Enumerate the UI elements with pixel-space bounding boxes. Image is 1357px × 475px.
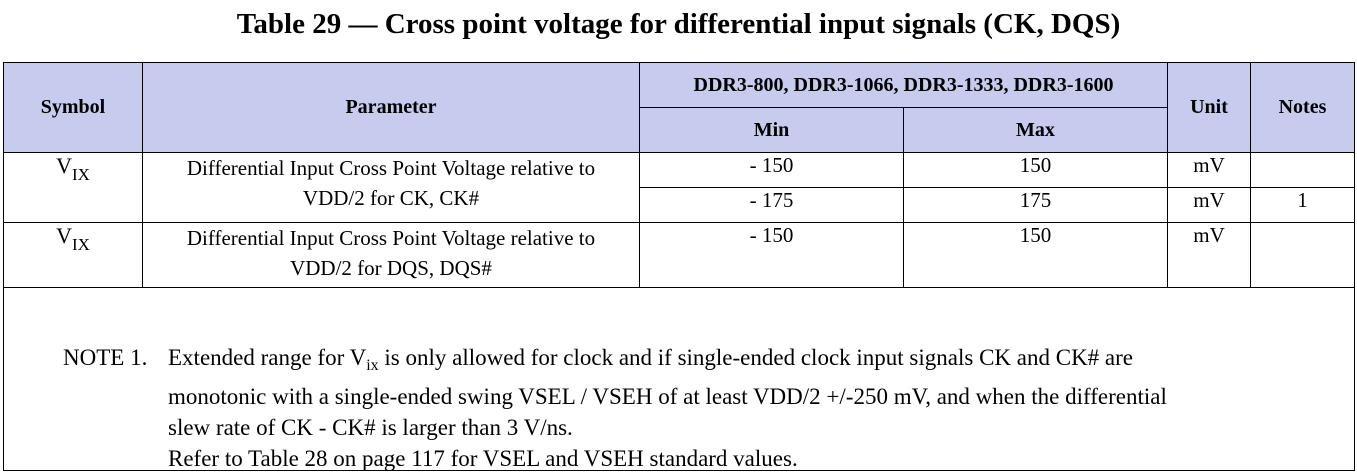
parameter-line: VDD/2 for DQS, DQS# — [290, 256, 492, 280]
symbol-main: V — [56, 153, 72, 178]
header-unit: Unit — [1167, 62, 1251, 153]
header-symbol: Symbol — [3, 62, 143, 153]
parameter-line: Differential Input Cross Point Voltage r… — [186, 226, 596, 250]
note-fragment: Extended range for V — [168, 345, 367, 370]
unit-cell: mV — [1167, 187, 1251, 223]
notes-cell — [1250, 152, 1355, 188]
table-row: - 175 175 mV 1 — [4, 187, 1355, 223]
min-cell: - 150 — [639, 222, 904, 288]
header-min: Min — [639, 107, 904, 153]
subheader-row: Min Max — [4, 107, 1355, 153]
note-line: Extended range for Vix is only allowed f… — [168, 342, 1348, 381]
note-text: Extended range for Vix is only allowed f… — [168, 342, 1348, 474]
parameter-line: Differential Input Cross Point Voltage r… — [186, 156, 596, 180]
symbol-subscript: IX — [71, 165, 90, 184]
note-line: monotonic with a single-ended swing VSEL… — [168, 384, 1167, 409]
note-row: NOTE 1. Extended range for Vix is only a… — [3, 287, 1355, 474]
table-row: VIX Differential Input Cross Point Volta… — [3, 222, 1355, 288]
note-cell: NOTE 1. Extended range for Vix is only a… — [3, 287, 1355, 474]
symbol-cell: VIX — [3, 152, 143, 223]
min-cell: - 150 — [639, 152, 904, 188]
header-row: Symbol Parameter DDR3-800, DDR3-1066, DD… — [3, 62, 1355, 153]
header-max: Max — [903, 107, 1168, 153]
parameter-line: VDD/2 for CK, CK# — [302, 186, 480, 210]
note-line: Refer to Table 28 on page 117 for VSEL a… — [168, 446, 798, 471]
max-cell: 175 — [903, 187, 1168, 223]
min-cell: - 175 — [639, 187, 904, 223]
table-title: Table 29 — Cross point voltage for diffe… — [236, 8, 1121, 40]
cross-point-voltage-table: Symbol Parameter DDR3-800, DDR3-1066, DD… — [3, 62, 1355, 471]
symbol-cell: VIX — [3, 222, 143, 288]
note-line: slew rate of CK - CK# is larger than 3 V… — [168, 415, 573, 440]
notes-cell: 1 — [1250, 187, 1355, 223]
header-notes: Notes — [1250, 62, 1355, 153]
notes-cell — [1250, 222, 1355, 288]
max-cell: 150 — [903, 222, 1168, 288]
unit-cell: mV — [1167, 222, 1251, 288]
parameter-cell: Differential Input Cross Point Voltage r… — [142, 152, 640, 223]
symbol-main: V — [56, 223, 72, 248]
note-label: NOTE 1. — [63, 345, 148, 370]
note-fragment: is only allowed for clock and if single-… — [378, 345, 1134, 370]
max-cell: 150 — [903, 152, 1168, 188]
table-row: VIX Differential Input Cross Point Volta… — [3, 152, 1355, 223]
header-parameter: Parameter — [142, 62, 640, 153]
unit-cell: mV — [1167, 152, 1251, 188]
header-speed-grades: DDR3-800, DDR3-1066, DDR3-1333, DDR3-160… — [639, 62, 1168, 108]
parameter-cell: Differential Input Cross Point Voltage r… — [142, 222, 640, 288]
note-subscript: ix — [366, 357, 379, 374]
symbol-subscript: IX — [71, 235, 90, 254]
